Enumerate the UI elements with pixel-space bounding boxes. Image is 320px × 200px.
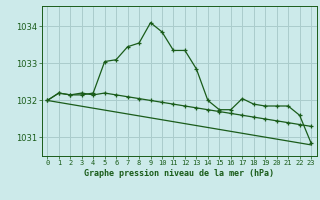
- X-axis label: Graphe pression niveau de la mer (hPa): Graphe pression niveau de la mer (hPa): [84, 169, 274, 178]
